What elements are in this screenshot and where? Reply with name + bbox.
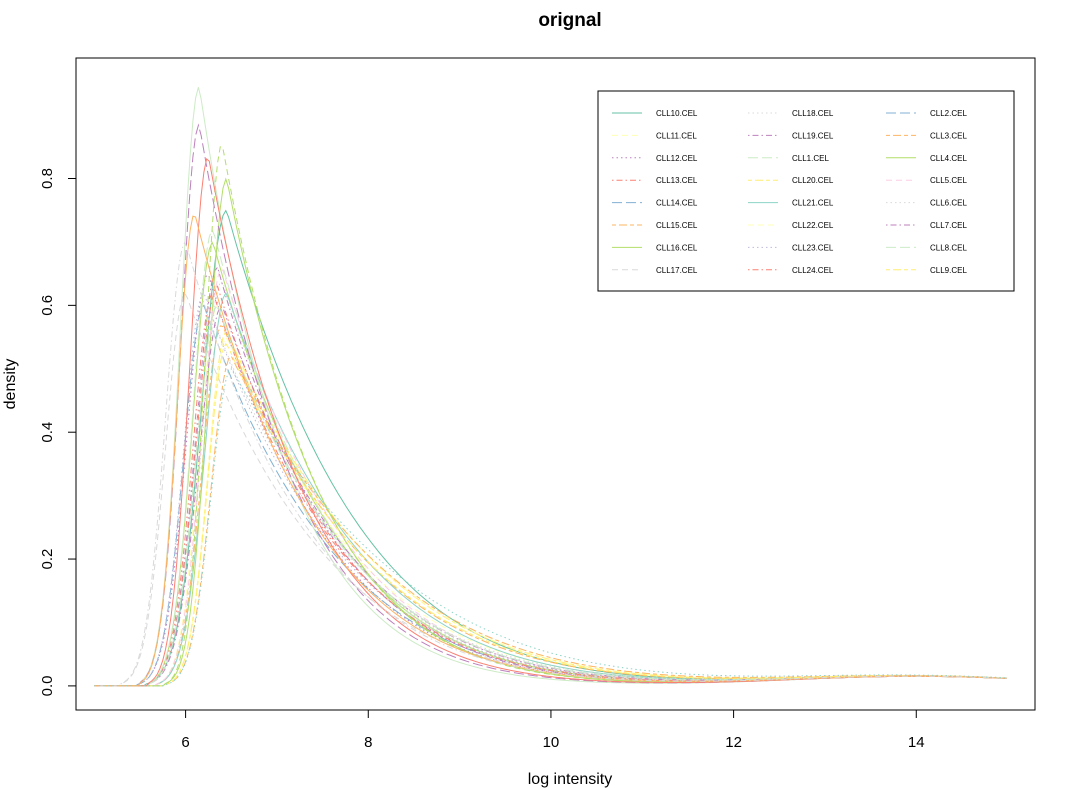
density-curve-cll22-cel xyxy=(94,336,1007,687)
y-tick-label: 0.2 xyxy=(39,549,56,570)
density-curve-cll20-cel xyxy=(94,330,1007,687)
density-curve-cll13-cel xyxy=(94,291,1007,687)
legend-label: CLL20.CEL xyxy=(792,176,834,185)
y-axis: 0.0 0.2 0.4 0.6 0.8 xyxy=(39,168,77,696)
density-curve-cll15-cel xyxy=(94,325,1007,687)
legend: CLL10.CEL CLL11.CEL CLL12.CEL CLL13.CEL CLL1… xyxy=(597,90,1015,292)
y-tick-label: 0.6 xyxy=(39,295,56,316)
chart-title: orignal xyxy=(538,10,601,31)
legend-label: CLL16.CEL xyxy=(656,243,698,252)
legend-label: CLL10.CEL xyxy=(656,109,698,118)
legend-label: CLL17.CEL xyxy=(656,266,698,275)
y-tick-label: 0.4 xyxy=(39,422,56,443)
legend-label: CLL3.CEL xyxy=(930,131,967,140)
density-curve-unlabeled-29 xyxy=(94,241,1007,687)
density-curve-cll16-cel xyxy=(94,241,1007,687)
legend-label: CLL1.CEL xyxy=(792,154,829,163)
legend-label: CLL6.CEL xyxy=(930,199,967,208)
density-curve-unlabeled-30 xyxy=(94,367,1007,687)
legend-label: CLL11.CEL xyxy=(656,131,697,140)
legend-box xyxy=(597,90,1015,292)
density-curve-unlabeled-28 xyxy=(94,215,1007,687)
density-curve-cll17-cel xyxy=(94,291,1007,687)
legend-label: CLL18.CEL xyxy=(792,109,834,118)
density-curves xyxy=(94,87,1007,687)
legend-label: CLL19.CEL xyxy=(792,131,834,140)
density-curve-cll12-cel xyxy=(94,274,1007,687)
legend-label: CLL7.CEL xyxy=(930,221,967,230)
density-curve-cll11-cel xyxy=(94,304,1007,687)
density-curve-cll9-cel xyxy=(94,342,1007,687)
density-curve-cll14-cel xyxy=(94,304,1007,687)
density-curve-cll8-cel xyxy=(94,304,1007,687)
legend-label: CLL9.CEL xyxy=(930,266,967,275)
legend-label: CLL24.CEL xyxy=(792,266,834,275)
y-axis-label: density xyxy=(2,359,19,410)
x-tick-label: 10 xyxy=(543,734,560,751)
legend-label: CLL2.CEL xyxy=(930,109,967,118)
density-curve-cll6-cel xyxy=(94,317,1007,687)
legend-label: CLL21.CEL xyxy=(792,199,834,208)
density-curve-cll21-cel xyxy=(94,291,1007,687)
x-tick-label: 8 xyxy=(364,734,372,751)
legend-label: CLL5.CEL xyxy=(930,176,967,185)
legend-label: CLL8.CEL xyxy=(930,243,967,252)
y-tick-label: 0.0 xyxy=(39,675,56,696)
density-curve-cll19-cel xyxy=(94,266,1007,687)
x-axis: 6 8 10 12 14 xyxy=(181,709,925,751)
density-curve-cll7-cel xyxy=(94,305,1007,687)
legend-label: CLL12.CEL xyxy=(656,154,698,163)
legend-label: CLL22.CEL xyxy=(792,221,834,230)
density-curve-cll23-cel xyxy=(94,291,1007,687)
y-tick-label: 0.8 xyxy=(39,168,56,189)
legend-label: CLL14.CEL xyxy=(656,199,698,208)
x-tick-label: 14 xyxy=(908,734,925,751)
x-tick-label: 6 xyxy=(181,734,189,751)
legend-label: CLL15.CEL xyxy=(656,221,698,230)
legend-label: CLL13.CEL xyxy=(656,176,698,185)
x-tick-label: 12 xyxy=(725,734,742,751)
density-curve-cll2-cel xyxy=(94,304,1007,687)
legend-label: CLL4.CEL xyxy=(930,154,967,163)
density-curve-cll18-cel xyxy=(94,280,1007,687)
legend-label: CLL23.CEL xyxy=(792,243,834,252)
x-axis-label: log intensity xyxy=(528,771,613,788)
